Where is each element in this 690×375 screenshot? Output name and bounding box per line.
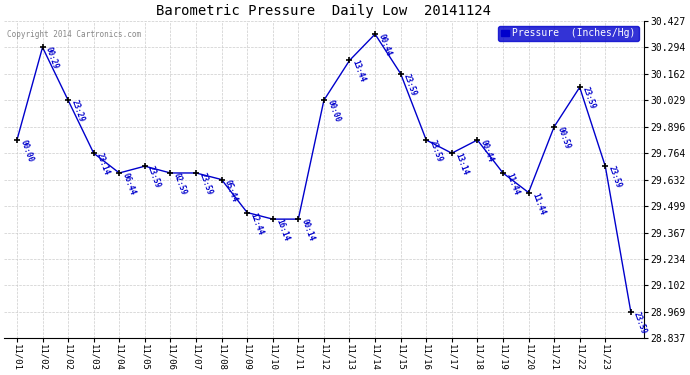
Legend: Pressure  (Inches/Hg): Pressure (Inches/Hg) (498, 26, 639, 41)
Text: 23:59: 23:59 (402, 72, 418, 97)
Text: 00:44: 00:44 (479, 139, 495, 164)
Text: 13:44: 13:44 (351, 59, 367, 84)
Text: 23:59: 23:59 (197, 172, 214, 196)
Text: 23:14: 23:14 (95, 152, 112, 177)
Text: 13:14: 13:14 (453, 152, 470, 177)
Text: 05:44: 05:44 (223, 178, 239, 203)
Title: Barometric Pressure  Daily Low  20141124: Barometric Pressure Daily Low 20141124 (157, 4, 491, 18)
Text: Copyright 2014 Cartronics.com: Copyright 2014 Cartronics.com (8, 30, 141, 39)
Text: 23:59: 23:59 (607, 165, 623, 190)
Text: 00:29: 00:29 (44, 46, 60, 71)
Text: 12:44: 12:44 (248, 211, 265, 236)
Text: 23:59: 23:59 (428, 139, 444, 164)
Text: 23:29: 23:29 (70, 99, 86, 124)
Text: 23:59: 23:59 (146, 165, 163, 190)
Text: 00:44: 00:44 (377, 33, 393, 57)
Text: 11:44: 11:44 (504, 172, 521, 196)
Text: 16:14: 16:14 (274, 218, 290, 243)
Text: 00:00: 00:00 (325, 99, 342, 124)
Text: 23:59: 23:59 (581, 86, 598, 111)
Text: 11:44: 11:44 (530, 191, 546, 216)
Text: 00:00: 00:00 (19, 139, 34, 164)
Text: 23:59: 23:59 (632, 310, 649, 336)
Text: 06:44: 06:44 (121, 172, 137, 196)
Text: 00:59: 00:59 (555, 125, 572, 150)
Text: 02:59: 02:59 (172, 172, 188, 196)
Text: 00:14: 00:14 (299, 218, 316, 243)
